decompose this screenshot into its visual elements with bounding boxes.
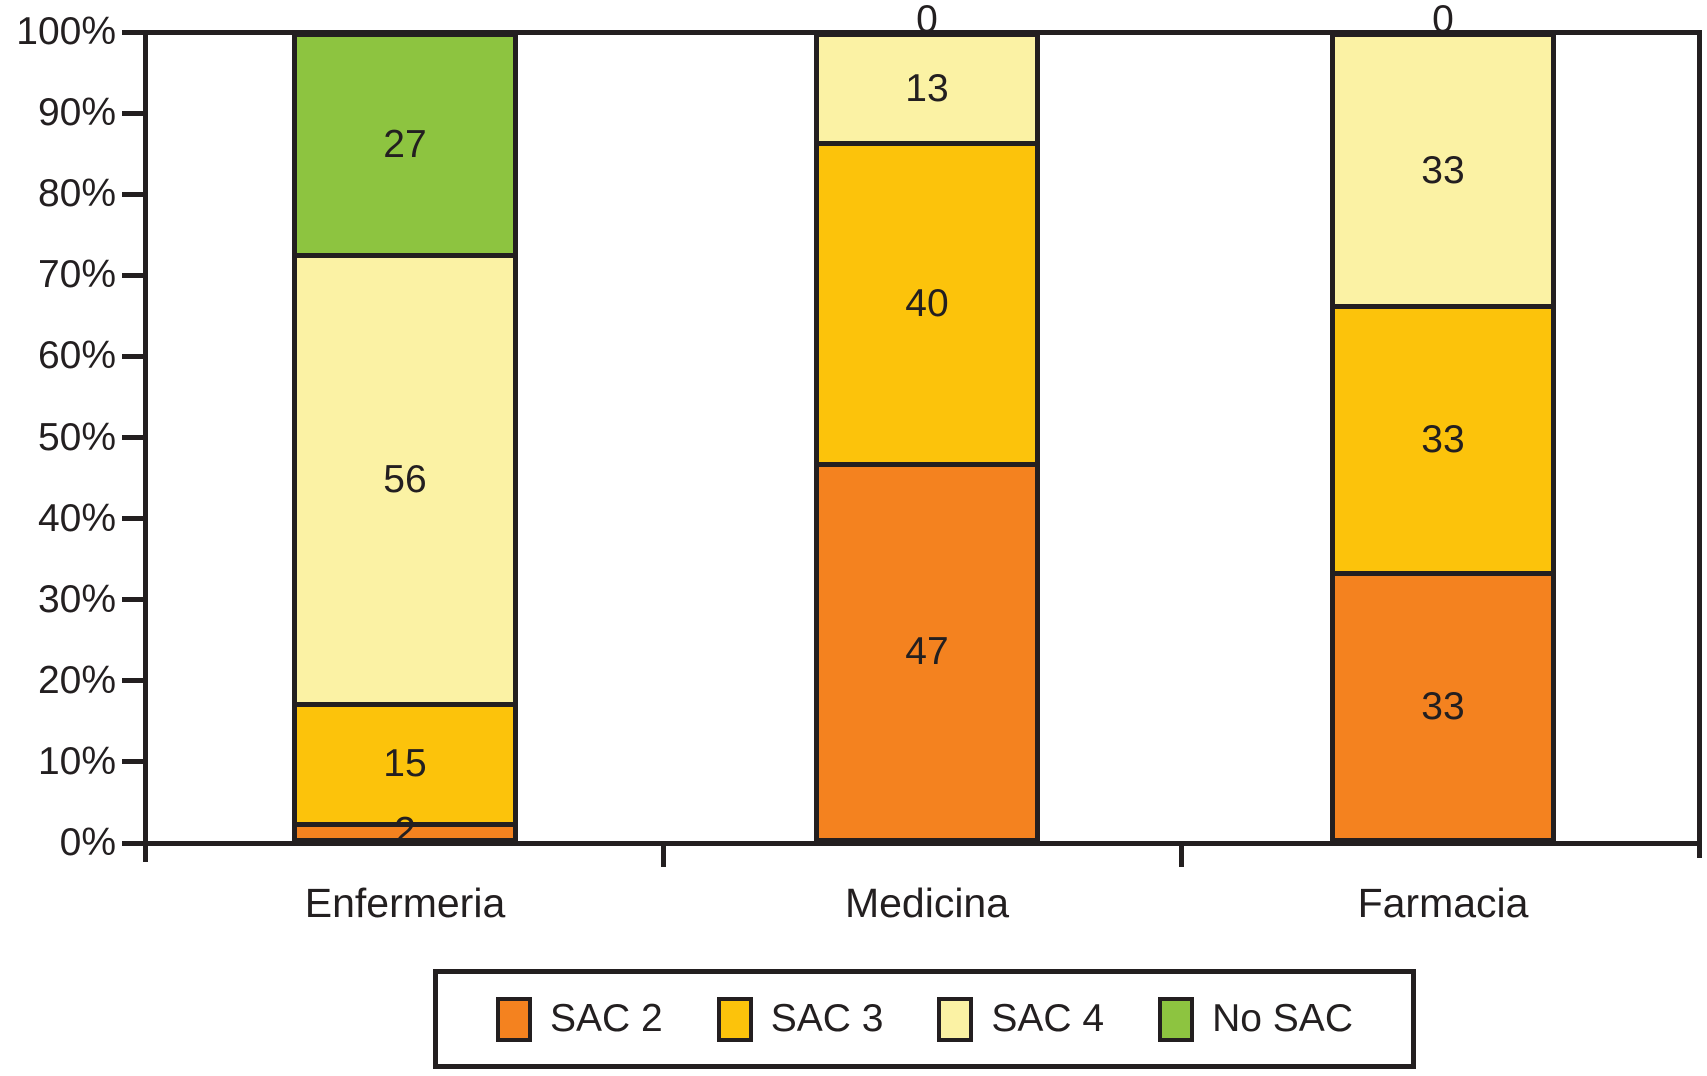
y-axis-tick: [122, 353, 145, 359]
bar-medicina: 13 40 47: [814, 32, 1040, 843]
y-axis-tick: [122, 516, 145, 522]
y-axis-line: [143, 30, 148, 862]
y-axis-tick: [122, 29, 145, 35]
bar-enfermeria: 27 56 15 2: [292, 32, 518, 843]
y-axis-tick-label: 60%: [37, 334, 116, 378]
legend-item-sac-3: SAC 3: [716, 996, 884, 1042]
category-label-medicina: Medicina: [844, 880, 1010, 926]
legend-label: SAC 3: [770, 997, 884, 1040]
bar-segment-label: 15: [383, 742, 427, 786]
y-axis-tick: [122, 759, 145, 765]
y-axis-tick: [122, 678, 145, 684]
legend-label: SAC 4: [991, 997, 1105, 1040]
bar-segment-label: 2: [394, 810, 416, 843]
legend-item-sac-2: SAC 2: [496, 996, 663, 1042]
legend-swatch-icon: [716, 996, 753, 1042]
bar-segment-label: 33: [1421, 685, 1465, 728]
bar-segment-label: 33: [1421, 418, 1465, 461]
zero-label-medicina: 0: [916, 0, 938, 41]
y-axis-tick-label: 80%: [37, 172, 116, 216]
legend-swatch-icon: [1158, 996, 1195, 1042]
y-axis-tick-label: 90%: [37, 91, 116, 135]
bar-segment-sac-4: 56: [297, 253, 513, 702]
y-axis-tick-label: 20%: [37, 658, 116, 702]
legend-item-no-sac: No SAC: [1158, 996, 1353, 1042]
y-axis-tick: [122, 191, 145, 197]
legend-label: SAC 2: [550, 997, 663, 1040]
bar-segment-sac-2: 33: [1335, 571, 1551, 838]
y-axis-tick-label: 10%: [37, 739, 116, 783]
legend-item-sac-4: SAC 4: [937, 996, 1105, 1042]
y-axis-tick: [122, 597, 145, 603]
bar-segment-label: 13: [905, 67, 949, 111]
legend-swatch-icon: [496, 996, 532, 1042]
plot-right-line: [1697, 30, 1702, 858]
zero-label-farmacia: 0: [1432, 0, 1454, 41]
x-axis-line: [122, 841, 1702, 846]
y-axis-tick-label: 100%: [16, 10, 116, 53]
bar-farmacia: 33 33 33: [1330, 32, 1556, 843]
bar-segment-label: 27: [383, 123, 427, 167]
y-axis-tick-label: 0%: [59, 821, 116, 864]
y-axis-tick: [122, 110, 145, 116]
bar-segment-sac-2: 2: [297, 810, 513, 838]
legend-swatch-icon: [937, 996, 974, 1042]
bar-segment-label: 40: [905, 281, 949, 325]
y-axis-tick: [122, 840, 145, 846]
bar-segment-label: 47: [905, 630, 949, 674]
y-axis-tick-label: 50%: [37, 415, 116, 459]
bar-segment-sac-3: 33: [1335, 304, 1551, 571]
y-axis-tick: [122, 435, 145, 440]
x-axis-tick: [660, 843, 666, 867]
bar-segment-no-sac: 27: [297, 37, 513, 254]
y-axis-tick-label: 40%: [37, 496, 116, 540]
bar-segment-sac-3: 15: [297, 701, 513, 822]
x-axis-tick: [1178, 843, 1184, 867]
bar-segment-sac-3: 40: [819, 141, 1035, 462]
y-axis-tick-label: 70%: [37, 253, 116, 297]
bar-segment-sac-4: 13: [819, 37, 1035, 142]
bar-segment-label: 56: [383, 458, 427, 502]
bar-segment-label: 33: [1421, 148, 1465, 192]
category-label-enfermeria: Enfermeria: [304, 880, 506, 926]
y-axis-tick-label: 30%: [37, 577, 116, 621]
y-axis-tick: [122, 272, 145, 278]
category-label-farmacia: Farmacia: [1357, 880, 1529, 926]
bar-segment-sac-4: 33: [1335, 37, 1551, 304]
legend-label: No SAC: [1212, 997, 1353, 1040]
bar-segment-sac-2: 47: [819, 461, 1035, 838]
legend: SAC 2 SAC 3 SAC 4 No SAC: [433, 969, 1416, 1069]
